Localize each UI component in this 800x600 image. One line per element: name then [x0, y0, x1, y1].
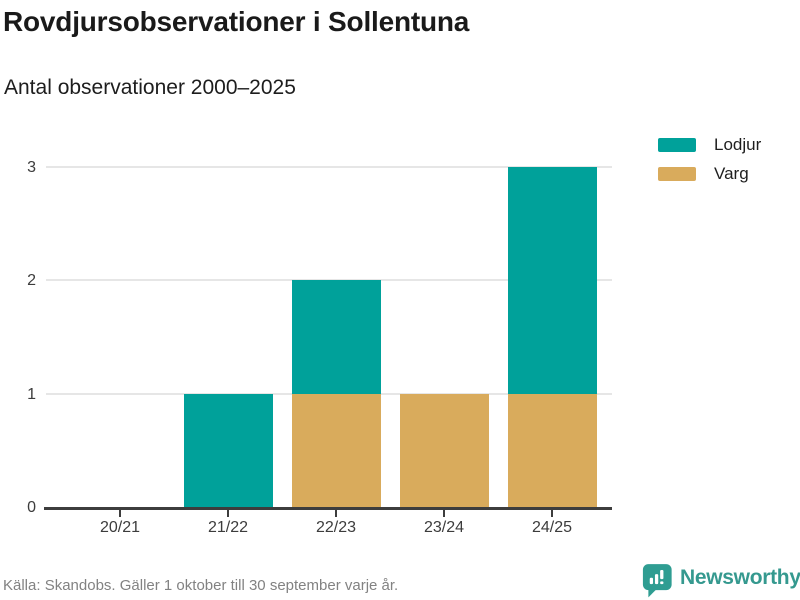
bar-segment-lodjur-22-23 — [291, 280, 381, 394]
x-axis-line — [44, 507, 612, 510]
legend-label-lodjur: Lodjur — [714, 135, 762, 154]
plot-area: 0 1 2 3 20/21 21/22 22/23 23/24 24/25 — [27, 159, 612, 536]
gridline-3 — [46, 166, 612, 168]
x-axis-label-22-23: 22/23 — [315, 519, 357, 536]
x-axis-tick-21-22 — [227, 510, 229, 517]
legend-swatch-lodjur — [658, 138, 696, 152]
x-axis-tick-22-23 — [335, 510, 337, 517]
bar-segment-varg-23-24 — [399, 393, 489, 507]
chart-subtitle: Antal observationer 2000–2025 — [4, 76, 296, 99]
newsworthy-logo-text: Newsworthy — [680, 566, 800, 589]
newsworthy-logo[interactable]: Newsworthy — [642, 563, 800, 598]
bar-segment-varg-24-25 — [507, 393, 597, 507]
x-axis-tick-23-24 — [443, 510, 445, 517]
legend-item-varg: Varg — [658, 164, 761, 184]
y-axis-label-1: 1 — [27, 385, 36, 403]
chart-legend: Lodjur Varg — [658, 135, 761, 193]
x-axis-label-21-22: 21/22 — [207, 519, 249, 536]
x-axis-tick-24-25 — [551, 510, 553, 517]
y-axis-label-0: 0 — [27, 499, 36, 516]
bar-chart-speech-bubble-icon — [642, 563, 673, 598]
x-axis-tick-20-21 — [119, 510, 121, 517]
legend-item-lodjur: Lodjur — [658, 135, 761, 155]
x-axis-label-23-24: 23/24 — [423, 519, 465, 536]
bar-segment-varg-22-23 — [291, 393, 381, 507]
page-title: Rovdjursobservationer i Sollentuna — [3, 6, 470, 37]
bar-segment-lodjur-21-22 — [183, 393, 273, 507]
source-note: Källa: Skandobs. Gäller 1 oktober till 3… — [3, 577, 399, 594]
y-axis-label-3: 3 — [27, 159, 36, 176]
legend-label-varg: Varg — [714, 164, 749, 183]
bar-segment-lodjur-24-25 — [507, 167, 597, 394]
x-axis-label-20-21: 20/21 — [99, 519, 141, 536]
x-axis-label-24-25: 24/25 — [531, 519, 573, 536]
legend-swatch-varg — [658, 167, 696, 181]
y-axis-label-2: 2 — [27, 272, 36, 290]
